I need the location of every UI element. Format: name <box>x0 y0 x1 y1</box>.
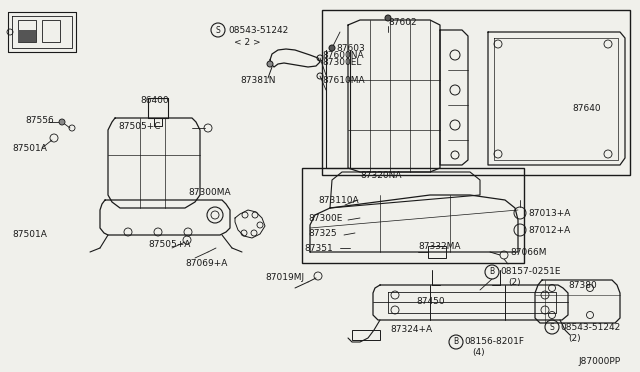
Text: S: S <box>550 323 554 331</box>
Text: 87450: 87450 <box>416 298 445 307</box>
Text: 87610MA: 87610MA <box>322 76 365 84</box>
Text: 87505+A: 87505+A <box>148 240 190 248</box>
Text: 87012+A: 87012+A <box>528 225 570 234</box>
Text: 87501A: 87501A <box>12 144 47 153</box>
Bar <box>18 30 36 42</box>
Bar <box>352 330 380 340</box>
Text: 87066M: 87066M <box>510 247 547 257</box>
Text: 87556: 87556 <box>25 115 54 125</box>
Text: 08543-51242: 08543-51242 <box>228 26 288 35</box>
Text: 87324+A: 87324+A <box>390 326 432 334</box>
Bar <box>302 168 524 263</box>
Text: 87300E: 87300E <box>308 214 342 222</box>
Text: B: B <box>490 267 495 276</box>
Bar <box>42 20 60 42</box>
Circle shape <box>59 119 65 125</box>
Text: 87069+A: 87069+A <box>185 259 227 267</box>
Text: 87300EL: 87300EL <box>322 58 362 67</box>
Text: 87381N: 87381N <box>240 76 275 84</box>
Text: < 2 >: < 2 > <box>234 38 260 46</box>
Text: 87501A: 87501A <box>12 230 47 238</box>
Bar <box>322 10 630 175</box>
Text: 87600NA: 87600NA <box>322 51 364 60</box>
Bar <box>428 246 446 258</box>
Text: 87320NA: 87320NA <box>360 170 401 180</box>
Text: 87325: 87325 <box>308 228 337 237</box>
Text: 87332MA: 87332MA <box>418 241 461 250</box>
Text: 08157-0251E: 08157-0251E <box>500 267 561 276</box>
Circle shape <box>385 15 391 21</box>
Circle shape <box>267 61 273 67</box>
Text: B: B <box>453 337 459 346</box>
Text: (2): (2) <box>568 334 580 343</box>
Text: 87019MJ: 87019MJ <box>265 273 304 282</box>
Text: 87380: 87380 <box>568 280 596 289</box>
Circle shape <box>329 45 335 51</box>
Text: 87640: 87640 <box>572 103 600 112</box>
Text: 87013+A: 87013+A <box>528 208 570 218</box>
Text: 87602: 87602 <box>388 17 417 26</box>
Text: 87505+C: 87505+C <box>118 122 161 131</box>
Text: 08156-8201F: 08156-8201F <box>464 337 524 346</box>
Text: S: S <box>216 26 220 35</box>
Text: (4): (4) <box>472 349 484 357</box>
Text: 87351: 87351 <box>304 244 333 253</box>
Text: 08543-51242: 08543-51242 <box>560 323 620 331</box>
Text: J87000PP: J87000PP <box>578 357 620 366</box>
Text: (2): (2) <box>508 279 520 288</box>
Text: 86400: 86400 <box>140 96 168 105</box>
Text: 87603: 87603 <box>336 44 365 52</box>
Text: 873110A: 873110A <box>318 196 358 205</box>
Bar <box>154 118 162 126</box>
Bar <box>18 20 36 42</box>
Text: 87300MA: 87300MA <box>188 187 230 196</box>
